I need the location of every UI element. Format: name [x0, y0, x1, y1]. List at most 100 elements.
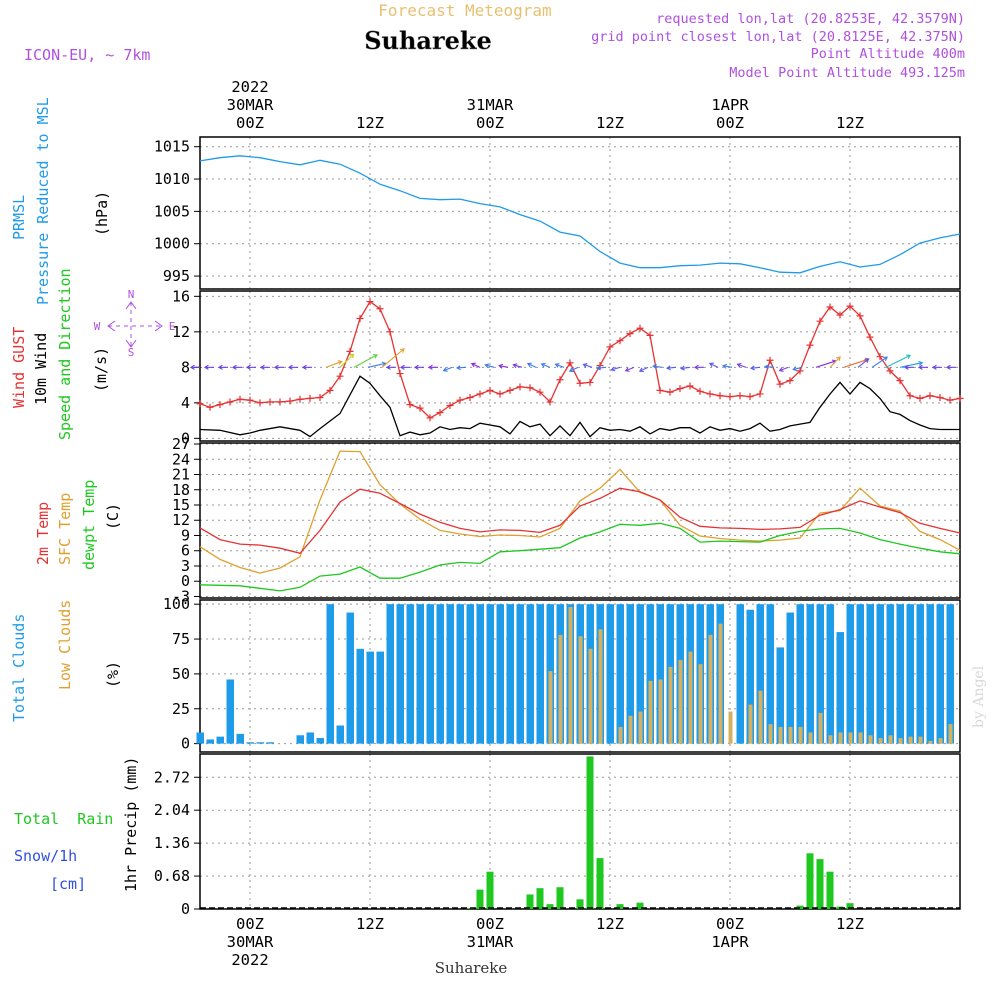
total-cloud-bar — [937, 604, 945, 743]
total-cloud-bar — [897, 604, 905, 743]
y-tick-label: 25 — [172, 700, 190, 718]
rain-bar — [827, 872, 834, 909]
low-cloud-bar — [579, 636, 583, 743]
meteogram-chart: Forecast Meteogram Suhareke ICON-EU, ~ 7… — [0, 0, 1000, 1000]
low-cloud-bar — [709, 635, 713, 744]
total-cloud-bar — [227, 679, 235, 743]
low-cloud-bar — [599, 629, 603, 743]
gust-marker — [717, 392, 724, 399]
rain-bar — [817, 859, 824, 909]
top-time-axis: 202230MAR00Z 12Z31MAR00Z 12Z1APR00Z 12Z — [227, 78, 864, 132]
y-tick-label: 1.36 — [154, 834, 190, 852]
gust-marker — [747, 393, 754, 400]
gust-marker — [767, 357, 774, 364]
gust-marker — [807, 342, 814, 349]
low-cloud-bar — [849, 732, 853, 743]
top-time-label: 00Z — [236, 114, 264, 132]
total-cloud-bar — [307, 732, 315, 743]
gust-marker — [387, 328, 394, 335]
y-tick-label: 50 — [172, 665, 190, 683]
wind-unit: (m/s) — [92, 347, 110, 392]
low-cloud-bar — [869, 735, 873, 743]
sfc-temp-line — [200, 451, 960, 573]
total-cloud-bar — [787, 613, 795, 744]
gust-marker — [257, 399, 264, 406]
gust-marker — [467, 394, 474, 401]
y-tick-label: 0.68 — [154, 867, 190, 885]
requested-coords: requested lon,lat (20.8253E, 42.3579N) — [656, 11, 965, 27]
low-cloud-bar — [889, 735, 893, 743]
gust-marker — [397, 370, 404, 377]
watermark: by Angel — [971, 665, 987, 728]
low-cloud-bar — [759, 691, 763, 744]
bottom-time-label: 31MAR — [467, 933, 514, 951]
compass-south: S — [128, 346, 135, 359]
precipitation-panel: 0 0.68 1.36 2.04 2.72 — [154, 754, 960, 918]
gust-marker — [557, 376, 564, 383]
model-label: ICON-EU, ~ 7km — [24, 46, 150, 64]
total-cloud-bar — [527, 604, 535, 743]
y-tick-label: 0 — [181, 735, 190, 753]
total-cloud-bar — [497, 604, 505, 743]
low-cloud-bar — [939, 738, 943, 744]
total-cloud-bar — [447, 604, 455, 743]
snow-unit: [cm] — [50, 875, 86, 893]
gust-marker — [457, 397, 464, 404]
total-cloud-bar — [427, 604, 435, 743]
compass-west: W — [94, 320, 101, 333]
top-time-label: 1APR — [711, 96, 749, 114]
footer-location: Suhareke — [435, 959, 508, 977]
total-cloud-bar — [297, 735, 305, 743]
total-cloud-bar — [887, 604, 895, 743]
low-cloud-bar — [659, 679, 663, 743]
low-cloud-bar — [649, 681, 653, 744]
total-cloud-bar — [517, 604, 525, 743]
bottom-time-label: 00Z — [716, 915, 744, 933]
bottom-time-label: 1APR — [711, 933, 749, 951]
wind-gust-line — [200, 302, 960, 418]
wind-dir-label: Speed and Direction — [56, 268, 74, 440]
precip-labels: Total Rain Snow/1h [cm] 1hr Precip (mm) — [14, 757, 140, 893]
low-cloud-bar — [949, 724, 953, 744]
rain-bar — [557, 887, 564, 909]
total-cloud-bar — [857, 604, 865, 743]
pressure-label-long: Pressure Reduced to MSL — [34, 97, 52, 305]
y-tick-label: 75 — [172, 630, 190, 648]
total-cloud-bar — [327, 604, 335, 743]
y-tick-label: 1005 — [154, 202, 190, 220]
rain-label: Total Rain — [14, 810, 113, 828]
bottom-time-label: 12Z — [836, 915, 864, 933]
y-tick-label: 12 — [172, 323, 190, 341]
gust-marker — [927, 392, 934, 399]
gust-marker — [207, 404, 214, 411]
low-cloud-bar — [639, 712, 643, 744]
gust-marker — [237, 396, 244, 403]
total-cloud-bar — [507, 604, 515, 743]
low-cloud-bar — [699, 664, 703, 743]
temp-unit: (C) — [104, 503, 122, 530]
total-cloud-bar — [487, 604, 495, 743]
total-cloud-bar — [867, 604, 875, 743]
top-time-label: 2022 — [231, 78, 268, 96]
gust-marker — [697, 388, 704, 395]
gust-marker — [567, 359, 574, 366]
bottom-time-label: 00Z — [236, 915, 264, 933]
low-cloud-bar — [559, 635, 563, 744]
low-cloud-bar — [679, 660, 683, 744]
low-cloud-bar — [809, 732, 813, 743]
gust-marker — [307, 395, 314, 402]
total-cloud-bar — [397, 604, 405, 743]
low-cloud-bar — [899, 738, 903, 744]
low-clouds-label: Low Clouds — [56, 600, 74, 690]
y-tick-label: 16 — [172, 287, 190, 305]
gust-marker — [737, 392, 744, 399]
total-cloud-bar — [417, 604, 425, 743]
total-cloud-bar — [267, 742, 275, 743]
y-tick-label: 4 — [181, 394, 190, 412]
total-cloud-bar — [917, 604, 925, 743]
y-tick-label: 1015 — [154, 138, 190, 156]
low-cloud-bar — [619, 727, 623, 744]
low-cloud-bar — [799, 727, 803, 744]
gust-marker — [197, 400, 204, 407]
total-cloud-bar — [347, 613, 355, 744]
